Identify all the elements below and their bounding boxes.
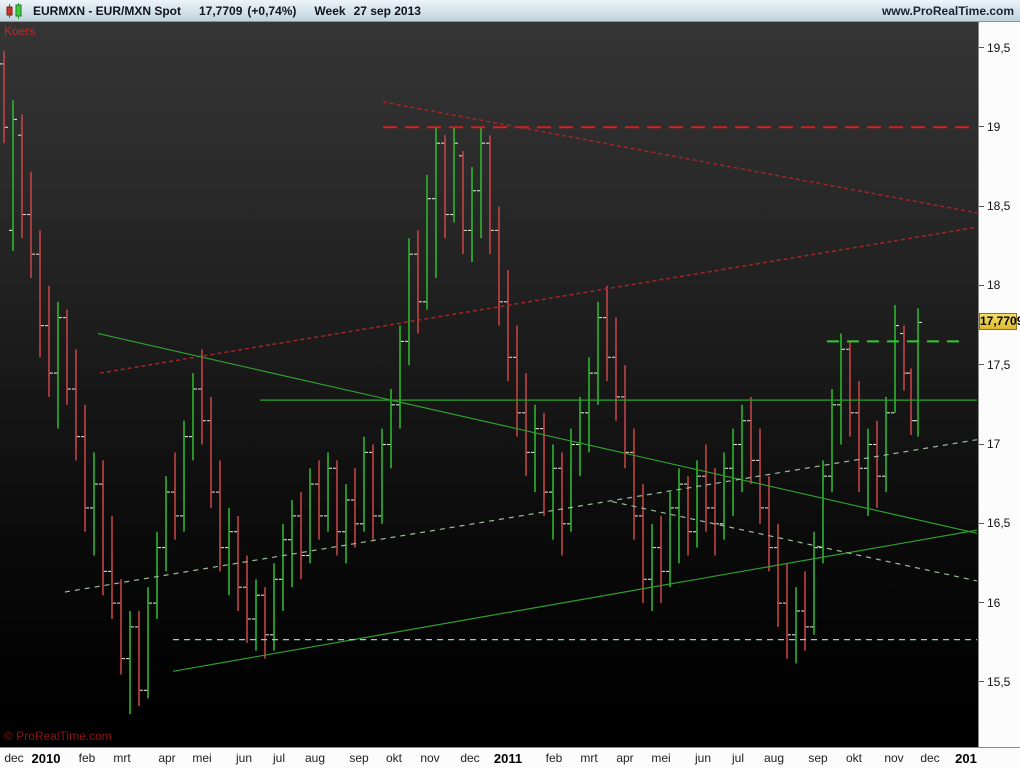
y-tick-mark xyxy=(979,681,984,683)
x-month-label: jul xyxy=(731,751,745,765)
prorealtime-site-link[interactable]: www.ProRealTime.com xyxy=(881,3,1014,18)
price-change: (+0,74%) xyxy=(247,3,297,18)
chart-series-label: Koers xyxy=(4,24,36,38)
price-axis[interactable]: 17,7709 19,5 19 18,5 18 17,5 17 16,5 16 15,5 xyxy=(978,22,1020,747)
x-month-label: jun xyxy=(235,751,253,765)
x-month-label: mrt xyxy=(580,751,598,765)
y-tick-mark xyxy=(979,284,984,286)
x-month-label: dec xyxy=(4,751,24,765)
x-month-label: nov xyxy=(884,751,904,765)
y-tick: 16,5 xyxy=(979,516,1010,531)
y-tick-mark xyxy=(979,205,984,207)
price-plot xyxy=(0,51,978,715)
chart-area: Koers © ProRealTime.com 17,7709 19,5 19 18… xyxy=(0,22,1020,747)
x-month-label: feb xyxy=(78,751,96,765)
candlestick-icon xyxy=(6,2,22,19)
declining-green-trendline xyxy=(97,332,978,534)
y-tick-mark xyxy=(979,126,984,128)
x-month-label: aug xyxy=(304,751,326,765)
x-month-label: feb xyxy=(545,751,563,765)
y-tick: 19 xyxy=(979,119,1000,134)
y-tick-mark xyxy=(979,443,984,445)
y-tick: 18,5 xyxy=(979,199,1010,214)
x-month-label: mei xyxy=(651,751,671,765)
x-year-label: 2011 xyxy=(493,751,523,766)
x-month-label: okt xyxy=(845,751,863,765)
y-tick-mark xyxy=(979,47,984,48)
y-tick: 18 xyxy=(979,278,1000,293)
upper-dotted-trendline xyxy=(382,101,978,214)
x-month-label: dec xyxy=(460,751,480,765)
declining-dashed-channel xyxy=(611,501,978,582)
y-tick-label: 17 xyxy=(987,437,1001,451)
title-bar: EURMXN - EUR/MXN Spot 17,7709 (+0,74%) W… xyxy=(0,0,1020,22)
x-month-label: mrt xyxy=(113,751,131,765)
x-year-label: 201 xyxy=(955,751,977,766)
date-label: 27 sep 2013 xyxy=(353,3,421,18)
timeframe-label: Week xyxy=(314,3,346,18)
y-tick-mark xyxy=(979,364,984,366)
price-chart[interactable]: Koers © ProRealTime.com xyxy=(0,22,978,747)
y-tick-label: 16 xyxy=(987,595,1001,610)
time-axis[interactable]: dec 2010 feb mrt apr mei jun jul aug sep okt nov dec… xyxy=(0,747,1020,768)
y-tick-mark xyxy=(979,602,984,604)
y-tick-label: 16,5 xyxy=(987,516,1011,531)
y-tick: 19,5 xyxy=(979,40,1010,55)
x-month-label: jun xyxy=(694,751,712,765)
y-tick-mark xyxy=(979,522,984,524)
y-tick-label: 19,5 xyxy=(987,40,1011,55)
rising-dashed-channel xyxy=(64,439,978,593)
last-price-box: 17,7709 xyxy=(979,313,1020,331)
last-price: 17,7709 xyxy=(199,3,243,18)
x-month-label: apr xyxy=(616,751,634,765)
x-month-label: dec xyxy=(920,751,940,765)
y-tick-label: 19 xyxy=(987,119,1001,134)
x-month-label: okt xyxy=(385,751,403,765)
y-tick-label: 18,5 xyxy=(987,199,1011,214)
y-tick: 17 xyxy=(979,437,1000,452)
x-month-label: mei xyxy=(192,751,212,765)
y-tick: 15,5 xyxy=(979,674,1010,689)
x-month-label: aug xyxy=(763,751,785,765)
x-month-label: sep xyxy=(808,751,828,765)
x-month-label: sep xyxy=(349,751,369,765)
y-tick: 17,5 xyxy=(979,357,1010,372)
x-month-label: apr xyxy=(158,751,176,765)
y-tick-label: 17,5 xyxy=(987,357,1011,372)
lower-dotted-trendline xyxy=(99,226,978,374)
y-tick-label: 18 xyxy=(987,278,1001,293)
y-tick: 16 xyxy=(979,595,1000,610)
x-month-label: nov xyxy=(420,751,440,765)
copyright-label: © ProRealTime.com xyxy=(4,729,112,743)
x-month-label: jul xyxy=(272,751,286,765)
x-year-label: 2010 xyxy=(31,751,61,766)
symbol-title: EURMXN - EUR/MXN Spot xyxy=(33,3,181,18)
y-tick-label: 15,5 xyxy=(987,674,1011,689)
rising-green-trendline xyxy=(172,529,978,672)
